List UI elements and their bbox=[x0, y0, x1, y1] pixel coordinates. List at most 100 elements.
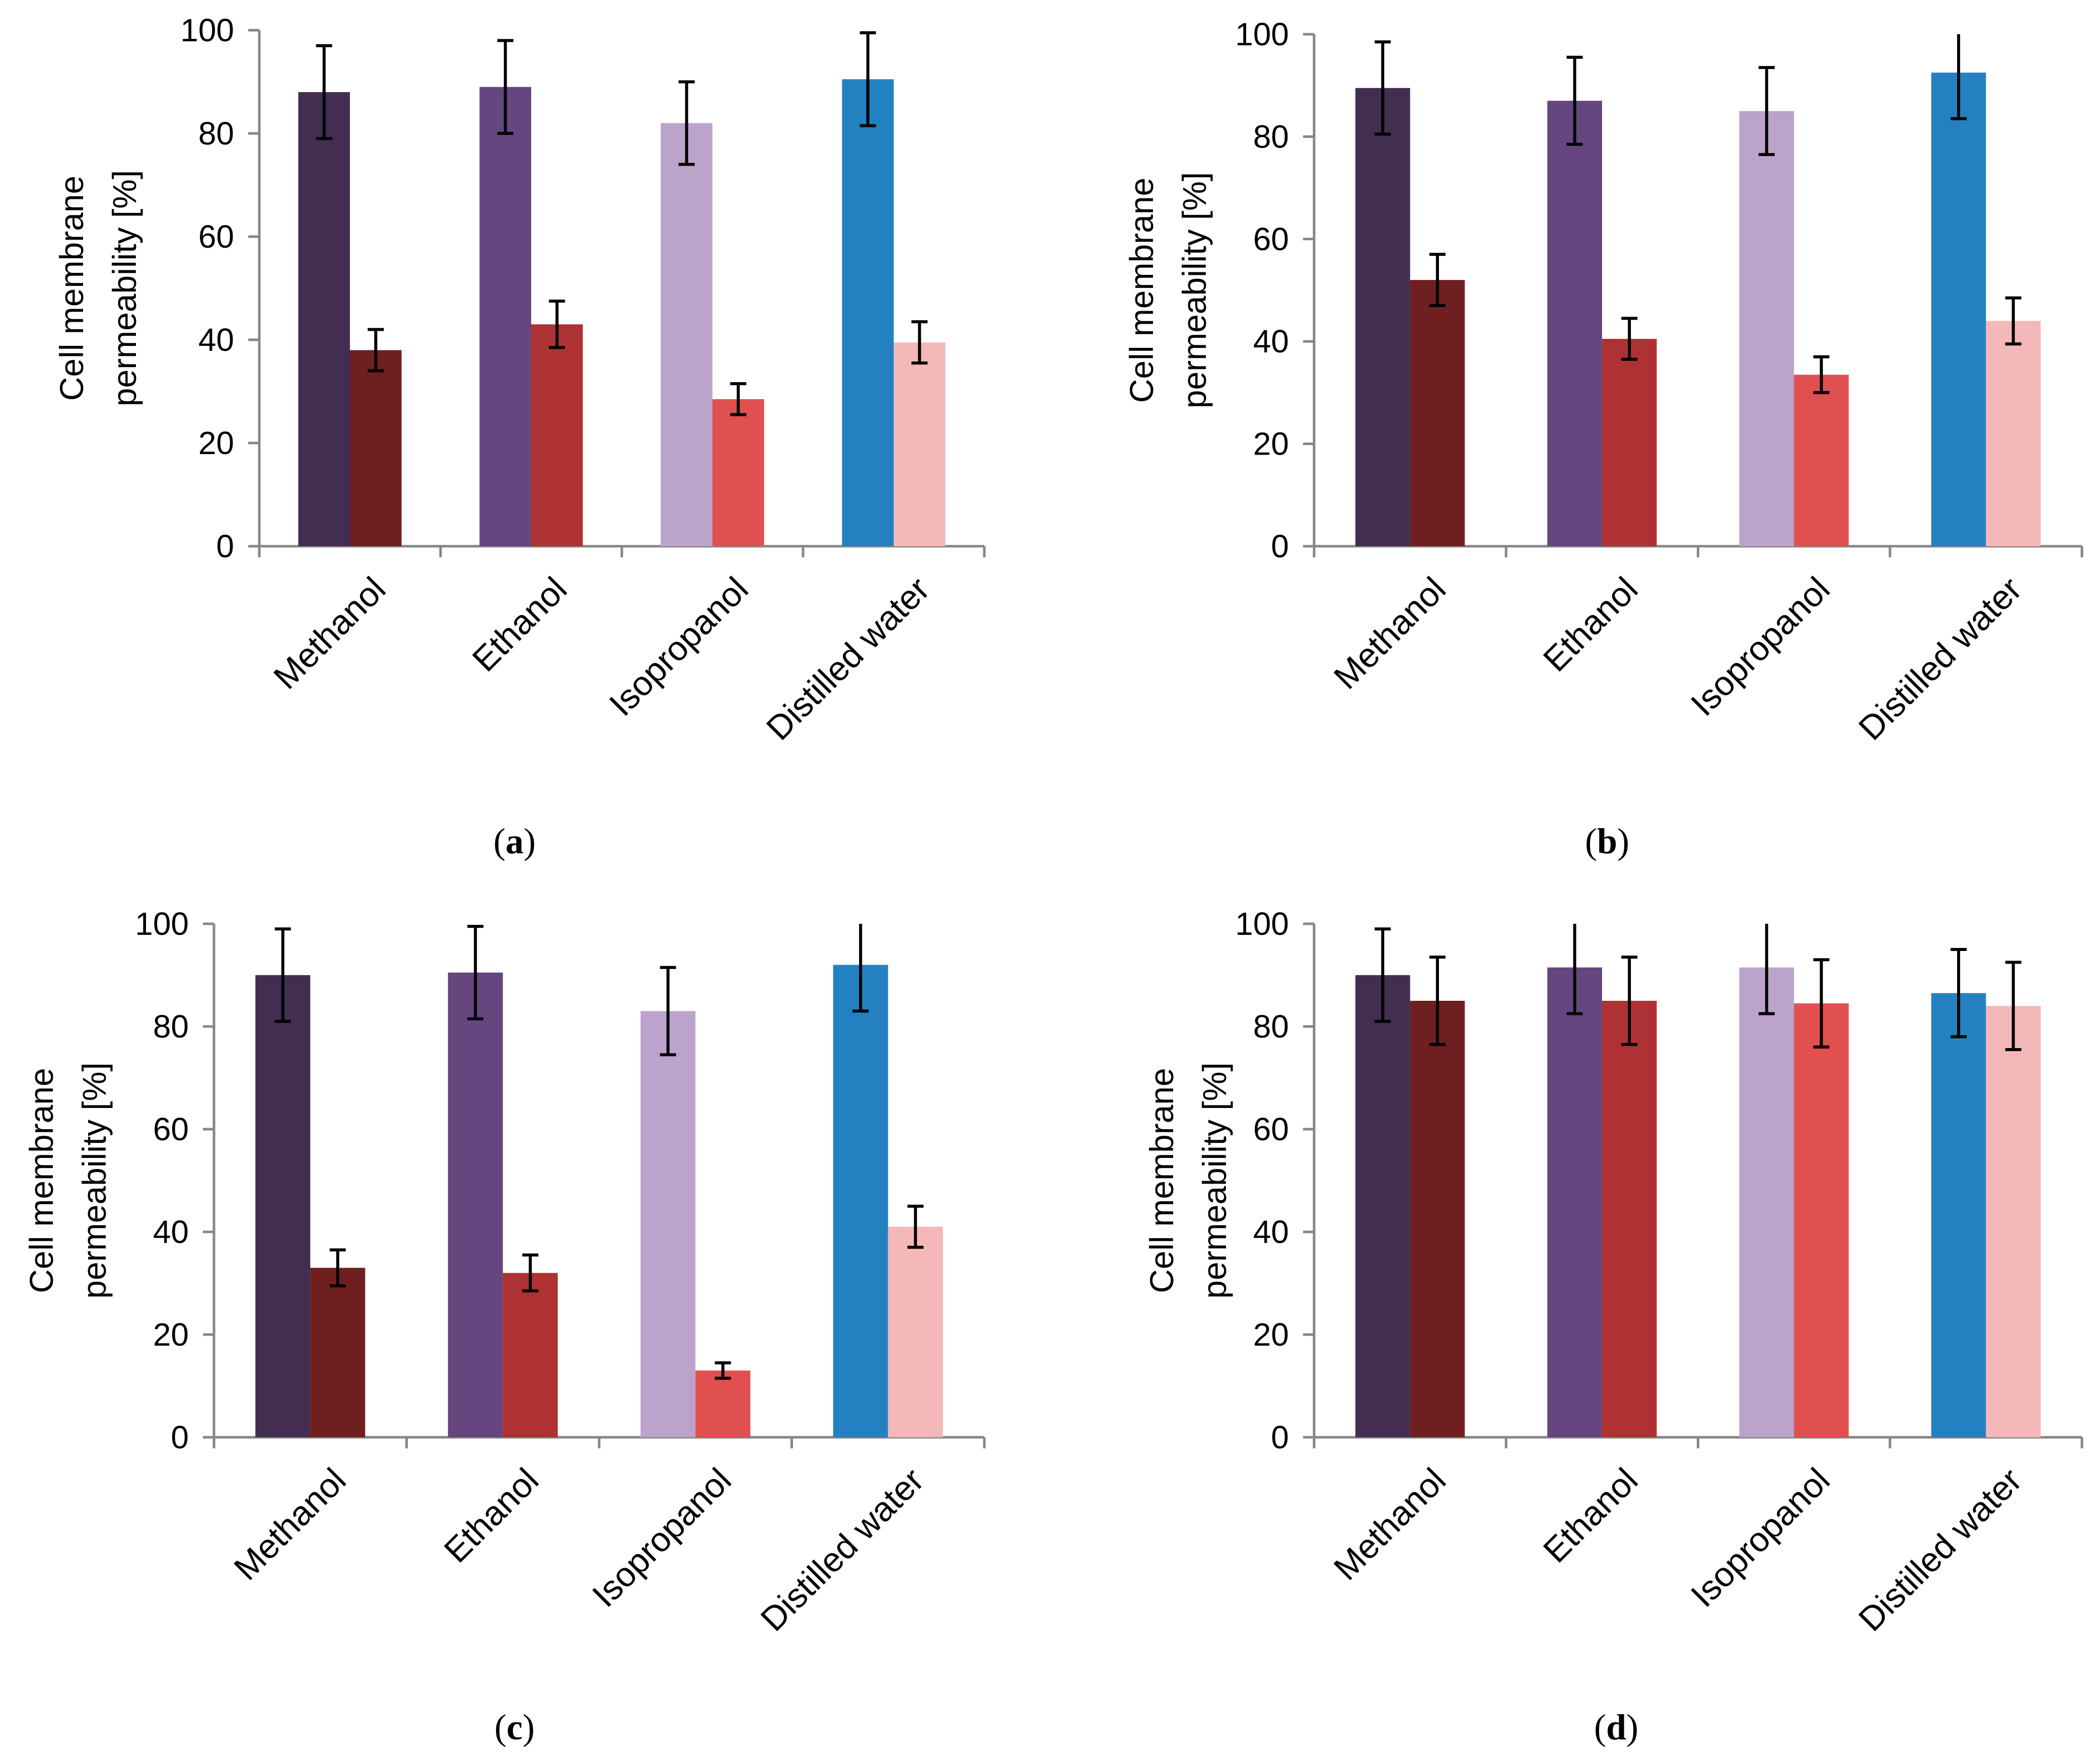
y-axis-title: Cell membrane bbox=[1123, 178, 1160, 403]
error-bar bbox=[1375, 40, 1391, 136]
y-tick-label: 80 bbox=[198, 115, 234, 152]
category-label: Isopropanol bbox=[585, 1461, 739, 1614]
y-tick-label: 20 bbox=[198, 425, 234, 461]
bar-ethanol-second bbox=[1602, 1001, 1657, 1437]
category-label: Methanol bbox=[1327, 1461, 1454, 1588]
error-bar bbox=[1566, 55, 1583, 146]
bar-methanol-second bbox=[1410, 280, 1465, 546]
error-bar bbox=[1621, 956, 1638, 1046]
category-label: Ethanol bbox=[437, 1461, 546, 1570]
bar-distilled-water-first bbox=[842, 79, 894, 546]
y-tick-label: 60 bbox=[1253, 1111, 1289, 1147]
chart-panel-a: 0 20 40 60 80 100 Methanol Ethanol Isopropanol Di… bbox=[53, 12, 986, 861]
y-tick-label: 0 bbox=[1271, 528, 1289, 564]
bar-methanol-first bbox=[255, 975, 311, 1437]
error-bar bbox=[1375, 927, 1391, 1023]
category-label: Isopropanol bbox=[602, 570, 756, 723]
y-tick-label: 60 bbox=[153, 1111, 189, 1147]
error-bar bbox=[1566, 924, 1583, 1015]
chart-panel-b: 0 20 40 60 80 100 Methanol Ethanol Isopropanol Di… bbox=[1123, 16, 2083, 861]
y-axis-title: Cell membrane bbox=[1143, 1068, 1180, 1293]
error-bar bbox=[2005, 296, 2022, 346]
bar-methanol-first bbox=[1355, 975, 1410, 1437]
error-bar bbox=[329, 1248, 346, 1288]
error-bar bbox=[660, 966, 676, 1057]
error-bar bbox=[678, 80, 695, 166]
error-bar bbox=[522, 1253, 539, 1293]
y-axis-title: Cell membrane bbox=[53, 176, 90, 401]
y-tick-label: 100 bbox=[1235, 16, 1289, 52]
y-tick-label: 0 bbox=[1271, 1419, 1289, 1455]
error-bar bbox=[2005, 961, 2022, 1051]
error-bar bbox=[1429, 253, 1446, 308]
bar-distilled-water-second bbox=[888, 1226, 943, 1437]
error-bar bbox=[730, 382, 747, 416]
y-tick-label: 0 bbox=[171, 1419, 189, 1455]
y-tick-label: 40 bbox=[1253, 323, 1289, 359]
category-label: Isopropanol bbox=[1684, 1461, 1837, 1614]
category-label: Ethanol bbox=[1536, 570, 1645, 679]
error-bar bbox=[852, 924, 869, 1013]
panel-caption-letter: c bbox=[507, 1707, 523, 1747]
y-tick-label: 100 bbox=[135, 906, 189, 942]
error-bar bbox=[859, 31, 876, 127]
bar-ethanol-second bbox=[502, 1273, 558, 1437]
bar-isopropanol-second bbox=[1794, 1003, 1849, 1437]
y-tick-label: 100 bbox=[180, 12, 234, 48]
panel-caption-letter: d bbox=[1606, 1707, 1626, 1747]
bar-methanol-second bbox=[1410, 1001, 1465, 1437]
bar-distilled-water-first bbox=[833, 965, 888, 1437]
error-bar bbox=[368, 328, 384, 373]
y-tick-label: 20 bbox=[1253, 426, 1289, 462]
bar-ethanol-second bbox=[531, 324, 583, 546]
y-tick-label: 100 bbox=[1235, 906, 1289, 942]
bar-isopropanol-second bbox=[712, 399, 764, 546]
bar-ethanol-first bbox=[479, 87, 531, 546]
y-tick-label: 40 bbox=[198, 322, 234, 358]
bar-distilled-water-second bbox=[1986, 1006, 2041, 1437]
category-label: Ethanol bbox=[1536, 1461, 1645, 1570]
y-axis-title: permeability [%] bbox=[76, 1062, 113, 1299]
bar-isopropanol-first bbox=[1739, 111, 1794, 547]
error-bar bbox=[1758, 924, 1775, 1015]
bar-methanol-second bbox=[350, 350, 402, 546]
y-tick-label: 40 bbox=[1253, 1214, 1289, 1250]
bar-isopropanol-second bbox=[695, 1370, 751, 1437]
y-axis-title: permeability [%] bbox=[1196, 1062, 1233, 1299]
y-tick-label: 0 bbox=[216, 528, 234, 564]
bar-isopropanol-second bbox=[1794, 375, 1849, 546]
y-tick-label: 40 bbox=[153, 1214, 189, 1250]
y-tick-label: 60 bbox=[1253, 221, 1289, 257]
bar-ethanol-first bbox=[1547, 967, 1602, 1437]
bar-distilled-water-first bbox=[1931, 993, 1986, 1437]
bar-isopropanol-first bbox=[1739, 967, 1794, 1437]
bar-isopropanol-first bbox=[661, 123, 712, 546]
error-bar bbox=[274, 927, 291, 1023]
error-bar bbox=[1621, 317, 1638, 361]
error-bar bbox=[1951, 34, 1967, 120]
error-bar bbox=[549, 300, 565, 349]
y-tick-label: 20 bbox=[153, 1316, 189, 1353]
error-bar bbox=[1429, 956, 1446, 1046]
panel-caption: (c) bbox=[494, 1707, 535, 1747]
category-label: Distilled water bbox=[753, 1461, 931, 1639]
y-tick-label: 20 bbox=[1253, 1316, 1289, 1353]
panel-caption: (b) bbox=[1585, 821, 1629, 861]
bar-methanol-first bbox=[1355, 88, 1410, 546]
bar-ethanol-first bbox=[448, 972, 503, 1437]
error-bar bbox=[316, 44, 332, 140]
error-bar bbox=[1813, 355, 1830, 394]
y-tick-label: 80 bbox=[153, 1008, 189, 1045]
panel-caption-letter: b bbox=[1597, 821, 1617, 861]
y-axis-title: permeability [%] bbox=[1176, 172, 1213, 409]
category-label: Distilled water bbox=[1851, 1461, 2029, 1639]
error-bar bbox=[1758, 66, 1775, 156]
bar-isopropanol-first bbox=[640, 1011, 696, 1437]
panel-caption-letter: a bbox=[506, 821, 524, 861]
bar-distilled-water-second bbox=[894, 342, 946, 546]
bar-methanol-first bbox=[298, 92, 350, 546]
category-label: Methanol bbox=[227, 1461, 353, 1588]
y-tick-label: 60 bbox=[198, 218, 234, 255]
y-axis-title: permeability [%] bbox=[106, 170, 143, 407]
